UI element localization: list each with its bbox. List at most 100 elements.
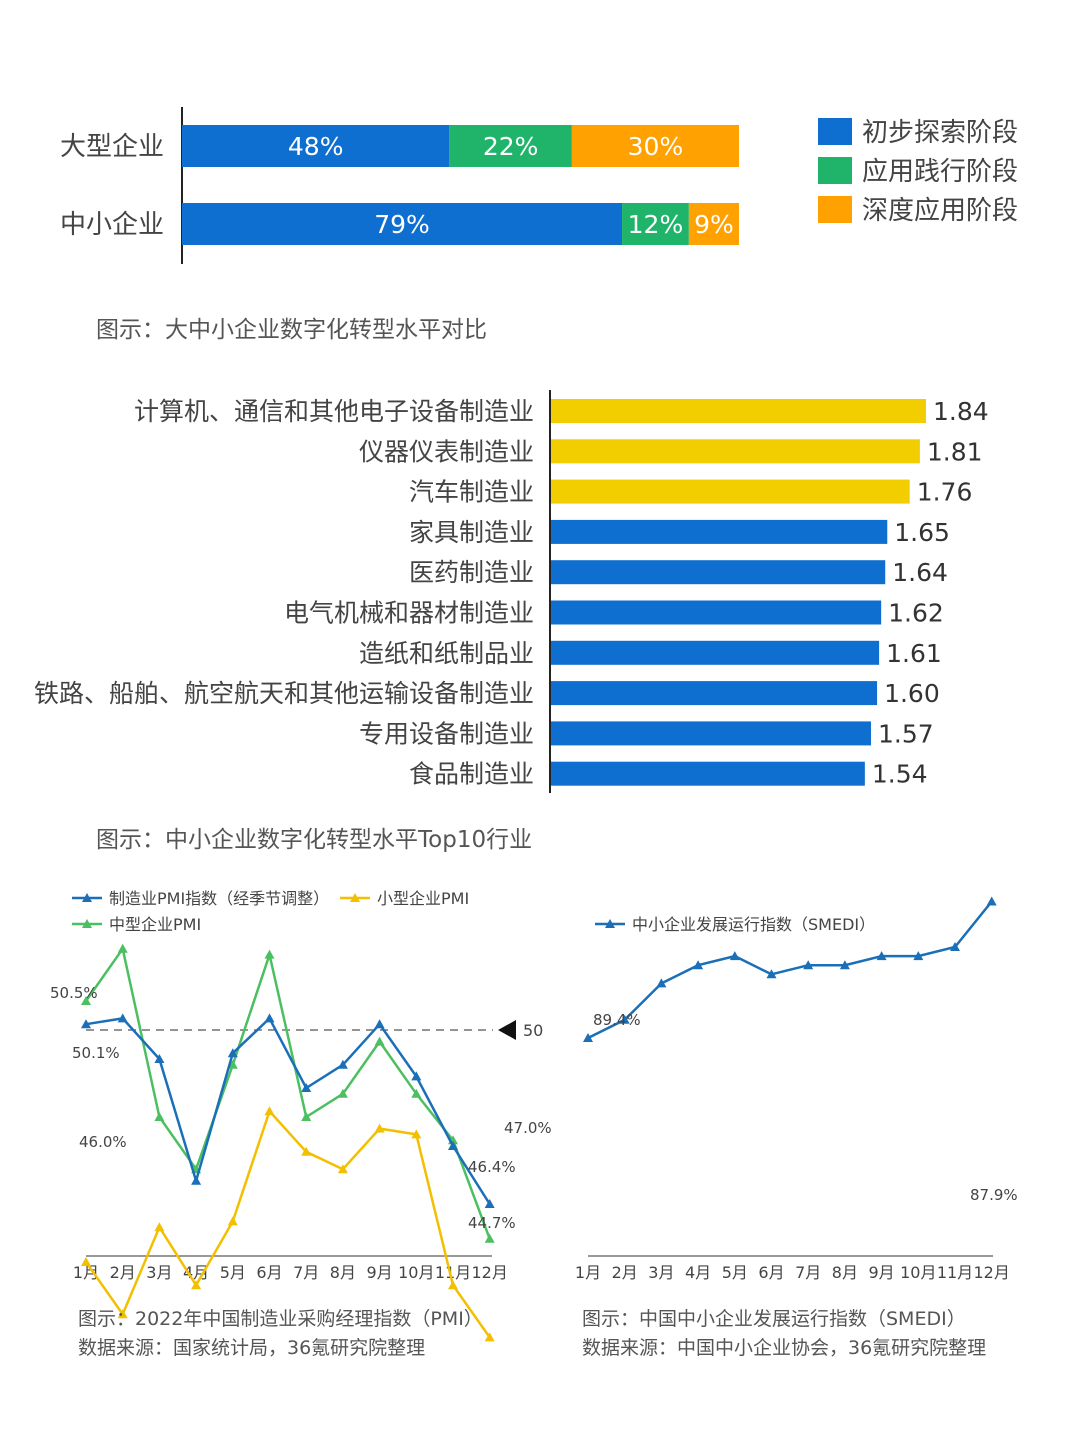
smedi-notes: 图示：中国中小企业发展运行指数（SMEDI） 数据来源：中国中小企业协会，36氪… — [582, 1305, 986, 1363]
series-point — [301, 1146, 312, 1156]
series-point — [337, 1164, 348, 1174]
industry-value-label: 1.76 — [917, 478, 973, 507]
industry-category-label: 造纸和纸制品业 — [359, 639, 534, 668]
stage-bar-label: 79% — [374, 210, 430, 239]
stage-bar-label: 22% — [483, 132, 539, 161]
legend-label: 制造业PMI指数（经季节调整） — [109, 889, 329, 908]
x-tick-label: 7月 — [795, 1263, 821, 1282]
industry-value-label: 1.61 — [886, 639, 942, 668]
industry-value-label: 1.57 — [878, 719, 934, 748]
x-tick-label: 12月 — [974, 1263, 1010, 1282]
stage-bar-label: 9% — [694, 210, 734, 239]
industry-value-label: 1.60 — [884, 679, 940, 708]
stage-bar-segment — [182, 203, 623, 245]
x-tick-label: 7月 — [293, 1263, 319, 1282]
stage-category-label: 大型企业 — [60, 132, 164, 162]
industry-bar — [551, 479, 910, 504]
series-point — [154, 1222, 165, 1232]
series-point — [264, 949, 275, 959]
series-point — [693, 960, 704, 970]
x-tick-label: 1月 — [73, 1263, 99, 1282]
series-point — [301, 1112, 312, 1121]
industry-category-label: 食品制造业 — [409, 760, 534, 789]
series-point — [227, 1059, 238, 1069]
x-tick-label: 12月 — [472, 1263, 508, 1282]
series-point — [766, 969, 777, 979]
series-point — [264, 1106, 275, 1116]
stage-bar-segment — [622, 203, 689, 245]
industry-bar — [551, 681, 878, 706]
series-point — [448, 1280, 458, 1290]
industry-bar — [551, 560, 886, 585]
smedi-chart-caption: 图示：中国中小企业发展运行指数（SMEDI） — [582, 1308, 966, 1330]
industry-value-label: 1.84 — [933, 397, 989, 426]
series-point — [448, 1141, 458, 1150]
point-value-label: 47.0% — [504, 1119, 552, 1137]
legend-label: 中小企业发展运行指数（SMEDI） — [632, 915, 875, 934]
series-point — [411, 1071, 422, 1081]
industry-value-label: 1.64 — [892, 558, 948, 587]
legend-swatch — [818, 157, 852, 184]
series-line — [85, 1016, 491, 1205]
series-point — [729, 951, 740, 961]
legend-label: 中型企业PMI — [109, 915, 201, 934]
industry-category-label: 医药制造业 — [409, 558, 534, 587]
x-tick-label: 6月 — [256, 1263, 282, 1282]
series-point — [191, 1280, 202, 1290]
smedi-chart-source: 数据来源：中国中小企业协会，36氪研究院整理 — [582, 1337, 987, 1359]
legend-marker — [350, 893, 360, 902]
legend-marker — [82, 919, 92, 928]
legend-label: 小型企业PMI — [377, 889, 469, 908]
stage-bar-segment — [449, 125, 572, 167]
industry-category-label: 仪器仪表制造业 — [359, 437, 534, 466]
legend-marker — [82, 893, 92, 902]
series-point — [81, 1257, 91, 1266]
industry-bar — [551, 640, 880, 665]
industry-category-label: 电气机械和器材制造业 — [284, 599, 534, 628]
point-value-label: 50.1% — [72, 1044, 120, 1062]
series-point — [374, 1019, 385, 1029]
series-point — [227, 1216, 238, 1226]
series-point — [839, 960, 850, 970]
pmi-chart-source: 数据来源：国家统计局，36氪研究院整理 — [78, 1337, 426, 1359]
legend-label: 应用践行阶段 — [862, 157, 1018, 187]
series-point — [986, 896, 997, 906]
series-point — [656, 978, 667, 988]
series-point — [913, 951, 924, 961]
series-point — [803, 960, 814, 970]
point-value-label: 87.9% — [970, 1186, 1018, 1204]
industry-value-label: 1.65 — [894, 518, 950, 547]
x-tick-label: 2月 — [612, 1263, 638, 1282]
x-tick-label: 11月 — [435, 1263, 471, 1282]
industry-value-label: 1.54 — [872, 760, 928, 789]
legend-label: 初步探索阶段 — [862, 118, 1018, 148]
x-tick-label: 9月 — [869, 1263, 895, 1282]
x-tick-label: 4月 — [183, 1263, 209, 1282]
industry-bar — [551, 519, 888, 544]
x-tick-label: 11月 — [937, 1263, 973, 1282]
stage-bar-segment — [688, 203, 739, 245]
pmi-chart-caption: 图示：2022年中国制造业采购经理指数（PMI） — [78, 1308, 483, 1330]
series-point — [374, 1036, 385, 1046]
series-point — [154, 1054, 165, 1063]
stage-bar-segment — [571, 125, 739, 167]
series-point — [117, 943, 128, 953]
series-point — [301, 1083, 312, 1092]
industry-bar — [551, 761, 865, 786]
reference-line-label: 50 — [523, 1021, 543, 1040]
x-tick-label: 1月 — [575, 1263, 601, 1282]
point-value-label: 89.4% — [593, 1011, 641, 1029]
series-point — [484, 1199, 495, 1208]
point-value-label: 46.0% — [79, 1133, 127, 1151]
series-point — [227, 1048, 238, 1058]
x-tick-label: 3月 — [648, 1263, 674, 1282]
stage-bar-label: 48% — [288, 132, 344, 161]
stage-bar-label: 12% — [628, 210, 684, 239]
series-point — [337, 1059, 348, 1069]
stage-bar-label: 30% — [628, 132, 684, 161]
x-tick-label: 10月 — [900, 1263, 936, 1282]
series-point — [81, 1019, 91, 1029]
x-tick-label: 10月 — [398, 1263, 434, 1282]
reference-marker-icon — [498, 1020, 516, 1040]
